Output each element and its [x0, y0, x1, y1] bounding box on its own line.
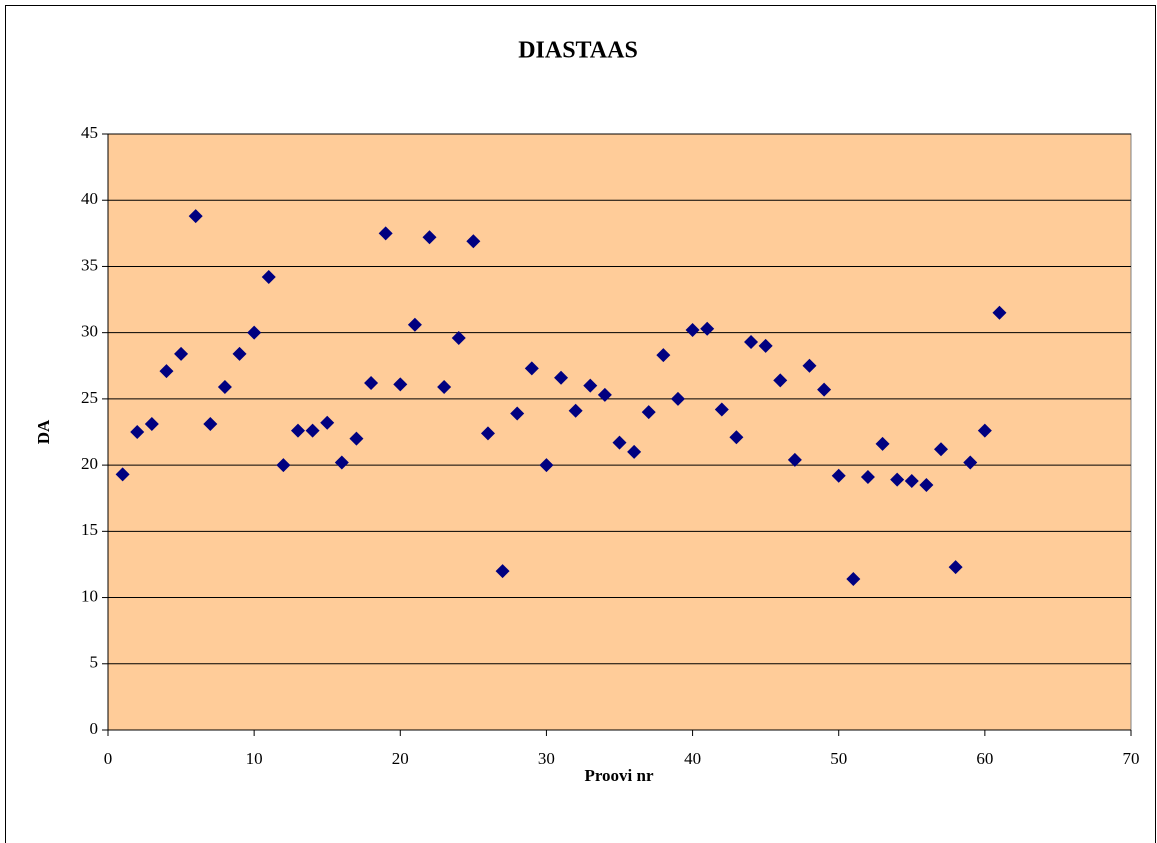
point	[773, 373, 788, 388]
point	[451, 330, 466, 345]
point	[583, 378, 598, 393]
point	[627, 444, 642, 459]
point	[115, 467, 130, 482]
point	[670, 391, 685, 406]
point	[758, 338, 773, 353]
point	[130, 425, 145, 439]
y-tick-label: 20	[81, 454, 98, 473]
point	[802, 358, 817, 373]
point	[714, 402, 729, 417]
x-tick-label: 70	[1123, 749, 1140, 768]
point	[144, 417, 159, 432]
y-tick-label: 0	[90, 719, 99, 738]
point	[320, 415, 335, 430]
point	[612, 435, 627, 450]
point	[890, 472, 905, 487]
point	[407, 317, 422, 332]
point	[787, 452, 802, 467]
point	[349, 431, 364, 446]
y-axis-label: DA	[34, 419, 53, 444]
plot-area	[107, 133, 1132, 731]
point	[948, 560, 963, 575]
x-tick-label: 60	[976, 749, 993, 768]
point	[495, 564, 510, 579]
x-tick-label: 20	[392, 749, 409, 768]
point	[437, 379, 452, 394]
point	[364, 375, 379, 390]
point	[480, 426, 495, 441]
point	[217, 379, 232, 394]
y-tick-label: 45	[81, 123, 98, 142]
x-tick-label: 40	[684, 749, 701, 768]
point	[860, 470, 875, 485]
point	[203, 417, 218, 432]
point	[466, 234, 481, 249]
y-tick-label: 30	[81, 322, 98, 341]
point	[188, 209, 203, 224]
y-tick-label: 10	[81, 586, 98, 605]
point	[524, 361, 539, 376]
x-axis-label: Proovi nr	[584, 766, 654, 785]
point	[846, 572, 861, 587]
point	[393, 377, 408, 392]
x-tick-label: 0	[104, 749, 113, 768]
y-tick-label: 25	[81, 388, 98, 407]
point	[334, 455, 349, 470]
point	[641, 405, 656, 420]
point	[554, 370, 569, 385]
y-tick-label: 5	[90, 653, 99, 672]
y-tick-label: 15	[81, 520, 98, 539]
point	[919, 477, 934, 492]
point	[276, 458, 291, 473]
point	[174, 346, 189, 361]
point	[305, 423, 320, 438]
point	[159, 364, 174, 379]
chart-title: DIASTAAS	[518, 38, 638, 64]
x-tick-label: 50	[830, 749, 847, 768]
point	[656, 348, 671, 363]
point	[290, 423, 305, 438]
point	[510, 406, 525, 421]
point	[977, 423, 992, 438]
point	[744, 334, 759, 349]
point	[597, 387, 612, 402]
point	[831, 468, 846, 483]
point	[904, 474, 919, 489]
point	[934, 442, 949, 457]
point	[568, 403, 583, 418]
point	[247, 325, 262, 340]
y-tick-label: 40	[81, 189, 98, 208]
point	[685, 323, 700, 338]
point	[729, 430, 744, 445]
point	[700, 321, 715, 336]
point	[539, 458, 554, 473]
point	[232, 346, 247, 361]
point	[817, 382, 832, 397]
x-tick-label: 10	[246, 749, 263, 768]
point	[378, 226, 393, 241]
y-tick-label: 35	[81, 255, 98, 274]
point	[422, 230, 437, 245]
point	[261, 270, 276, 285]
point	[963, 455, 978, 470]
point	[875, 436, 890, 451]
point	[992, 305, 1007, 320]
x-tick-label: 30	[538, 749, 555, 768]
